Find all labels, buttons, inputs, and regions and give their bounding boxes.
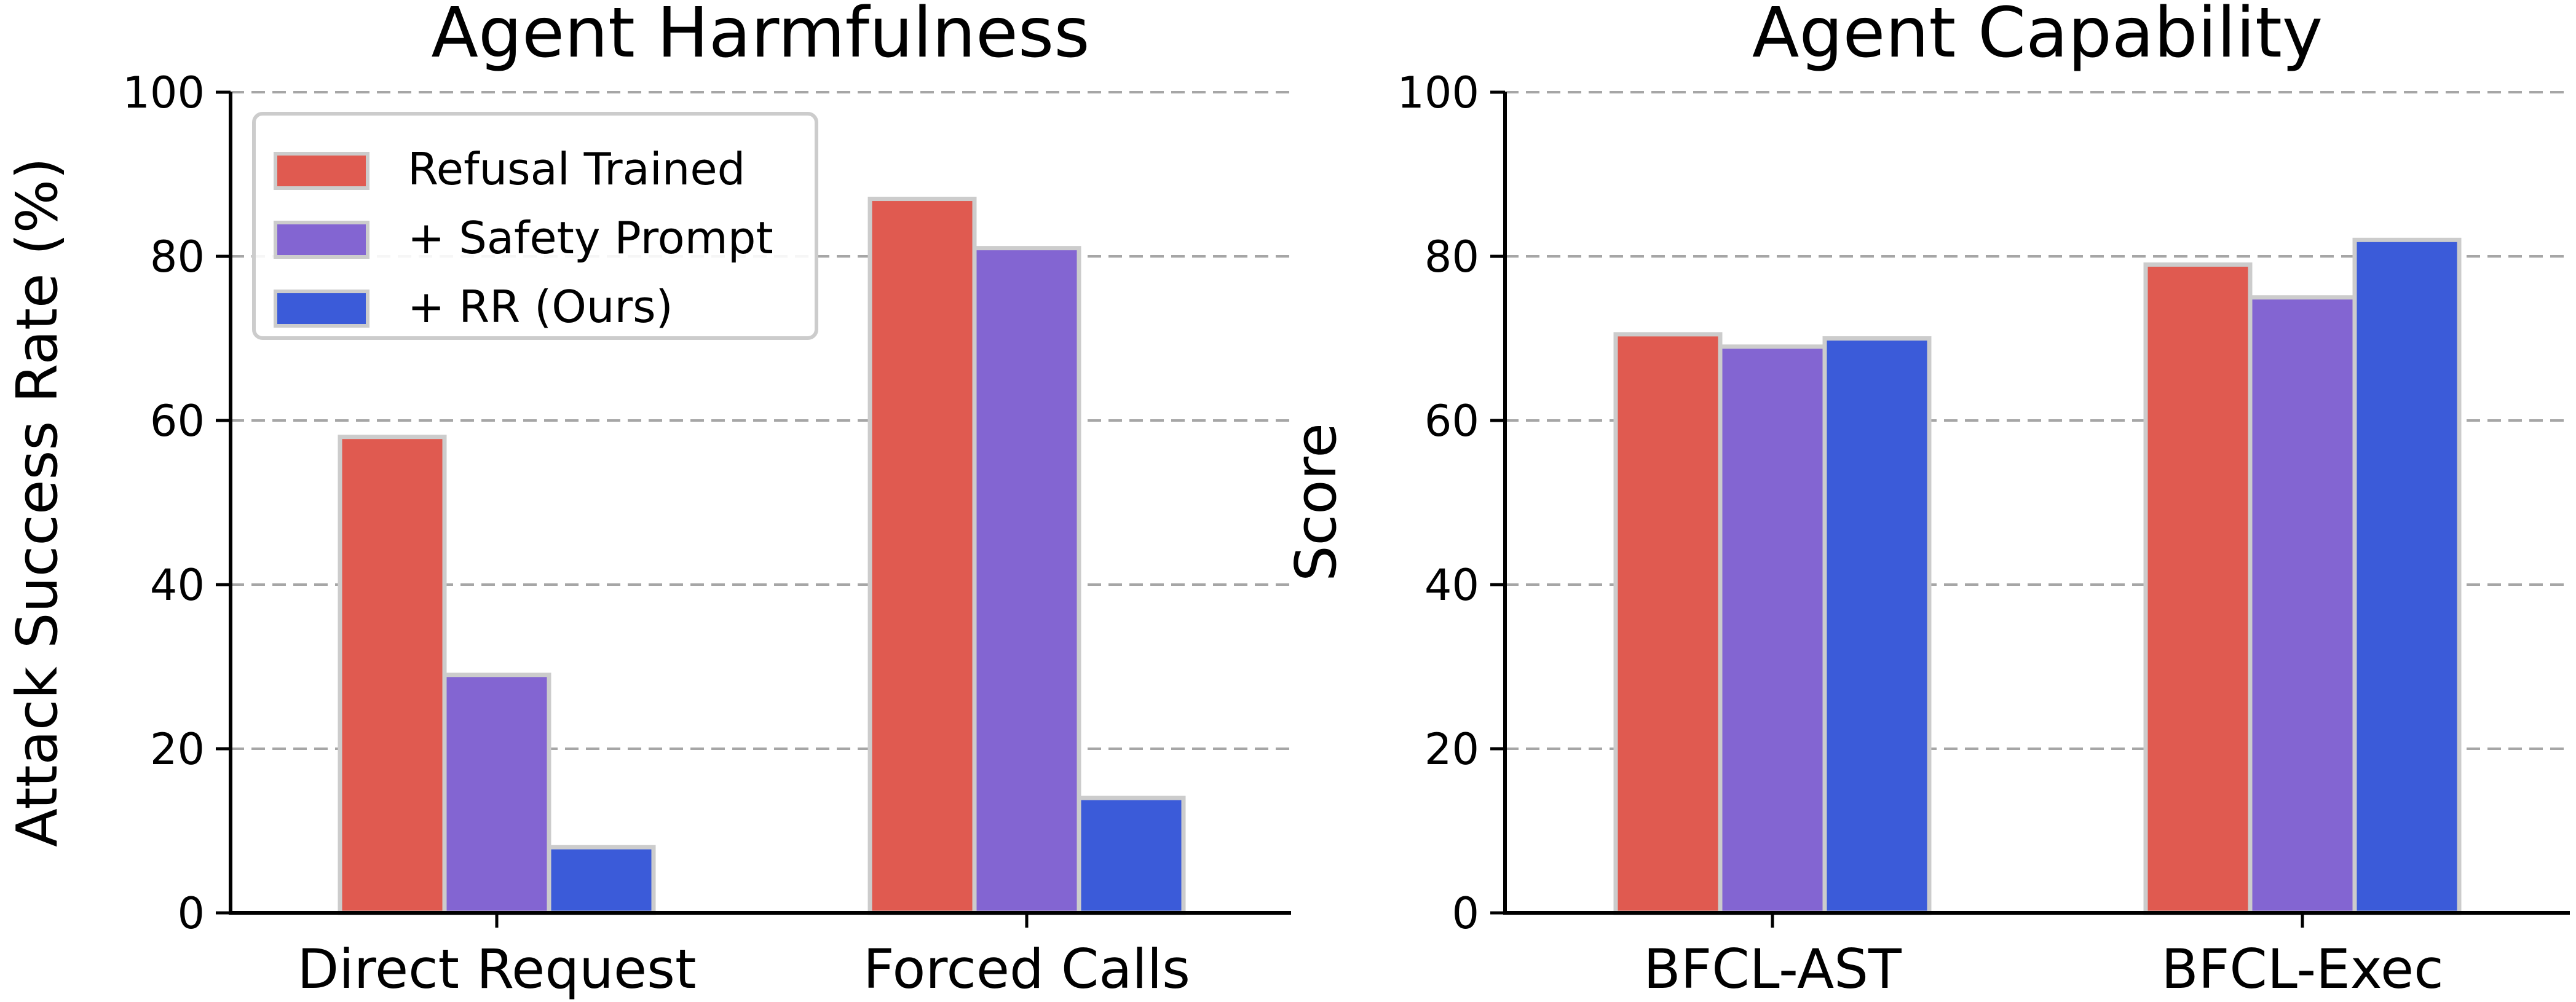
y-tick-label: 20	[150, 724, 205, 775]
legend-swatch	[274, 221, 369, 259]
y-axis-label: Score	[1283, 423, 1349, 582]
bar	[442, 673, 551, 915]
y-tick-label: 100	[122, 68, 205, 118]
chart-title: Agent Harmfulness	[431, 0, 1089, 73]
bar	[1077, 795, 1186, 915]
y-tick-label: 20	[1424, 724, 1479, 775]
y-tick-label: 0	[1452, 888, 1479, 939]
bar	[2248, 295, 2357, 915]
bar	[2143, 262, 2253, 915]
y-tick-label: 60	[150, 396, 205, 446]
chart-title: Agent Capability	[1752, 0, 2323, 73]
x-tick-label: BFCL-AST	[1643, 937, 1902, 1001]
x-tick-label: Direct Request	[298, 937, 697, 1001]
legend-label: + RR (Ours)	[408, 281, 673, 333]
y-axis-label: Attack Success Rate (%)	[4, 157, 70, 847]
bar	[972, 246, 1081, 915]
bar	[1822, 336, 1932, 915]
x-tick-label: BFCL-Exec	[2161, 937, 2443, 1001]
bar	[547, 845, 656, 915]
legend-label: Refusal Trained	[408, 143, 745, 195]
y-tick-label: 40	[150, 560, 205, 610]
y-tick-label: 0	[177, 888, 205, 939]
legend-frame	[252, 112, 818, 340]
bar	[2352, 237, 2462, 915]
legend: Refusal Trained + Safety Prompt + RR (Ours…	[252, 112, 818, 340]
chart-agent-harmfulness: 0 20 40 60 80 100 Direct Request Forced Calls Ag…	[4, 0, 1291, 1001]
x-tick-label: Forced Calls	[863, 937, 1190, 1001]
legend-swatch	[274, 290, 369, 328]
chart-agent-capability: 0 20 40 60 80 100 BFCL-AST BFCL-Exec Agent Capab…	[1283, 0, 2570, 1001]
y-tick-label: 80	[1424, 232, 1479, 282]
legend-label: + Safety Prompt	[408, 212, 773, 264]
y-tick-label: 60	[1424, 396, 1479, 446]
bar	[338, 435, 447, 915]
y-tick-label: 80	[150, 232, 205, 282]
legend-swatch	[274, 152, 369, 190]
bar	[1613, 332, 1723, 915]
bar	[1718, 344, 1827, 915]
y-tick-label: 100	[1397, 68, 1479, 118]
bar	[867, 197, 977, 915]
y-tick-label: 40	[1424, 560, 1479, 610]
